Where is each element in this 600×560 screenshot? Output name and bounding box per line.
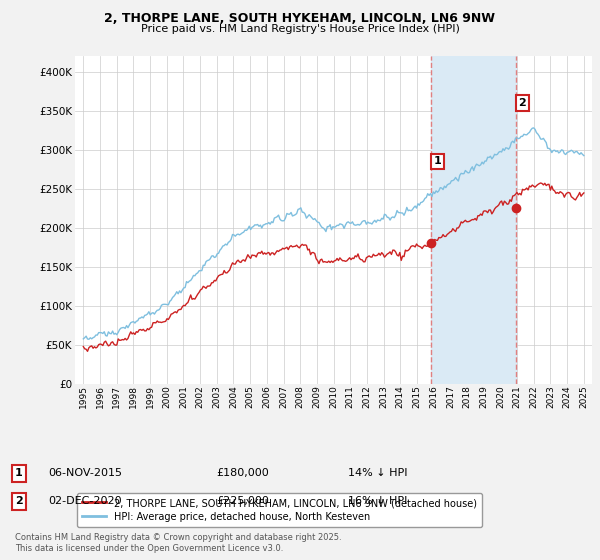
Text: 06-NOV-2015: 06-NOV-2015 (48, 468, 122, 478)
Text: £225,000: £225,000 (216, 496, 269, 506)
Text: 16% ↓ HPI: 16% ↓ HPI (348, 496, 407, 506)
Text: 1: 1 (15, 468, 23, 478)
Text: 1: 1 (434, 156, 442, 166)
Text: 02-DEC-2020: 02-DEC-2020 (48, 496, 122, 506)
Text: 14% ↓ HPI: 14% ↓ HPI (348, 468, 407, 478)
Bar (431, 56, 516, 384)
Text: Contains HM Land Registry data © Crown copyright and database right 2025.
This d: Contains HM Land Registry data © Crown c… (15, 533, 341, 553)
Text: £180,000: £180,000 (216, 468, 269, 478)
Legend: 2, THORPE LANE, SOUTH HYKEHAM, LINCOLN, LN6 9NW (detached house), HPI: Average p: 2, THORPE LANE, SOUTH HYKEHAM, LINCOLN, … (77, 493, 482, 527)
Text: 2: 2 (518, 98, 526, 108)
Text: 2: 2 (15, 496, 23, 506)
Text: Price paid vs. HM Land Registry's House Price Index (HPI): Price paid vs. HM Land Registry's House … (140, 24, 460, 34)
Text: 2, THORPE LANE, SOUTH HYKEHAM, LINCOLN, LN6 9NW: 2, THORPE LANE, SOUTH HYKEHAM, LINCOLN, … (104, 12, 496, 25)
